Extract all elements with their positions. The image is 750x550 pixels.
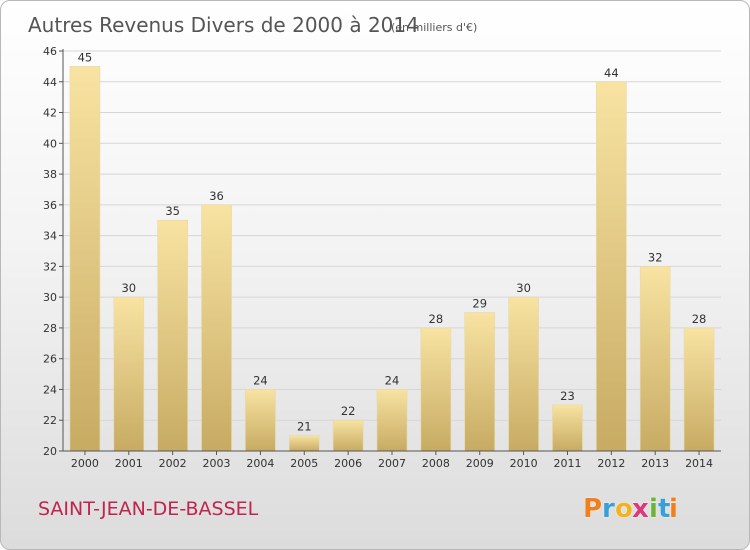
x-tick-label: 2007 — [378, 457, 406, 470]
logo-letter: o — [615, 494, 633, 524]
y-tick-label: 40 — [43, 137, 57, 150]
bar-2014 — [683, 327, 715, 452]
data-label: 24 — [385, 373, 400, 387]
y-tick-label: 32 — [43, 260, 57, 273]
x-tick-label: 2014 — [685, 457, 713, 470]
x-tick-label: 2010 — [510, 457, 538, 470]
data-label: 21 — [297, 420, 312, 434]
y-tick-label: 44 — [43, 76, 57, 89]
logo-letter: i — [669, 494, 678, 524]
data-label: 30 — [121, 281, 136, 295]
x-tick-label: 2004 — [246, 457, 274, 470]
x-tick-label: 2003 — [203, 457, 231, 470]
x-tick-label: 2002 — [159, 457, 187, 470]
bar-2008 — [420, 327, 452, 452]
commune-name: SAINT-JEAN-DE-BASSEL — [38, 498, 259, 520]
y-tick-label: 36 — [43, 199, 57, 212]
logo-letter: P — [583, 494, 602, 524]
y-tick-label: 26 — [43, 353, 57, 366]
y-tick-label: 22 — [43, 414, 57, 427]
y-tick-label: 24 — [43, 383, 57, 396]
y-tick-label: 28 — [43, 322, 57, 335]
data-label: 28 — [692, 312, 707, 326]
x-tick-label: 2001 — [115, 457, 143, 470]
data-label: 45 — [78, 50, 93, 64]
bar-2006 — [332, 419, 364, 452]
labels: 20 22 24 26 28 30 32 34 36 38 40 42 44 46 45 2000 30 2001… — [43, 45, 713, 470]
y-tick-label: 46 — [43, 45, 57, 58]
bar-2011 — [552, 404, 583, 452]
x-tick-label: 2006 — [334, 457, 362, 470]
data-label: 35 — [165, 204, 180, 218]
bar-2007 — [376, 389, 408, 452]
logo-letter: t — [658, 494, 670, 524]
bar-2009 — [464, 312, 496, 452]
axes — [59, 49, 721, 455]
bar-2002 — [157, 219, 188, 452]
y-tick-label: 34 — [43, 230, 57, 243]
data-label: 24 — [253, 373, 268, 387]
data-label: 44 — [604, 66, 619, 80]
x-tick-label: 2013 — [641, 457, 669, 470]
logo-letter: r — [602, 494, 615, 524]
y-tick-label: 20 — [43, 445, 57, 458]
x-tick-label: 2008 — [422, 457, 450, 470]
data-label: 28 — [429, 312, 444, 326]
logo-letter: x — [632, 494, 649, 524]
bar-2000 — [69, 66, 101, 452]
data-label: 32 — [648, 250, 663, 264]
bar-2004 — [245, 389, 276, 452]
bar-2001 — [113, 296, 145, 452]
data-label: 30 — [516, 281, 531, 295]
chart-title: Autres Revenus Divers de 2000 à 2014 — [28, 13, 419, 37]
data-label: 22 — [341, 404, 356, 418]
x-tick-label: 2012 — [597, 457, 625, 470]
bar-2003 — [201, 204, 232, 452]
y-tick-label: 38 — [43, 168, 57, 181]
bars — [69, 66, 715, 452]
data-label: 23 — [560, 389, 575, 403]
data-label: 36 — [209, 189, 224, 203]
x-tick-label: 2009 — [466, 457, 494, 470]
bar-2012 — [596, 81, 627, 452]
logo-letter: i — [649, 494, 658, 524]
data-label: 29 — [472, 297, 487, 311]
y-tick-label: 42 — [43, 107, 57, 120]
bar-2005 — [288, 435, 320, 452]
x-tick-label: 2005 — [290, 457, 318, 470]
chart-subtitle: (en milliers d'€) — [391, 21, 477, 34]
bar-2010 — [508, 296, 539, 452]
x-tick-label: 2000 — [71, 457, 99, 470]
y-tick-label: 30 — [43, 291, 57, 304]
x-tick-label: 2011 — [553, 457, 581, 470]
bar-2013 — [639, 266, 671, 452]
